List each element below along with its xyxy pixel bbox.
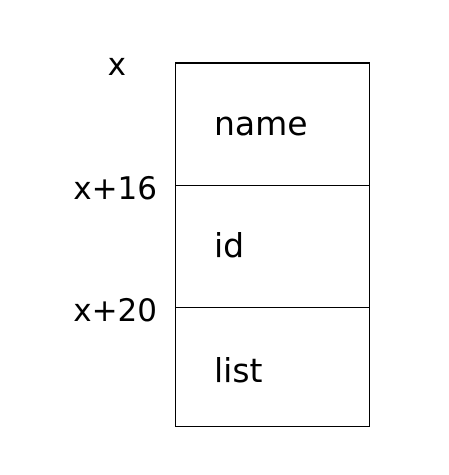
- field-label-name: name: [214, 104, 308, 143]
- offset-label-x: x: [107, 47, 126, 83]
- offset-label-x-plus-20: x+20: [73, 293, 157, 329]
- field-label-id: id: [214, 226, 245, 265]
- memory-layout-box: name id list: [175, 62, 370, 427]
- field-cell-id: id: [176, 186, 369, 308]
- field-label-list: list: [214, 351, 263, 390]
- offset-label-x-plus-16: x+16: [73, 171, 157, 207]
- field-cell-list: list: [176, 308, 369, 427]
- field-cell-name: name: [176, 64, 369, 186]
